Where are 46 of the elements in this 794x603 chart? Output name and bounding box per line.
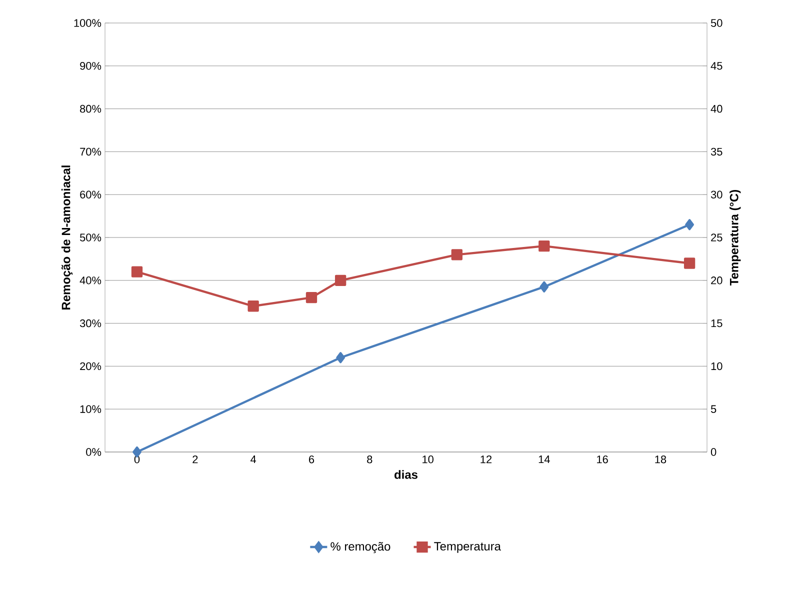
y-tick-label: 20% xyxy=(80,362,102,370)
legend-label: Temperatura xyxy=(434,542,501,553)
x-tick-label: 2 xyxy=(192,456,198,464)
point xyxy=(540,281,549,292)
y-tick-label: 90% xyxy=(80,62,102,70)
x-tick-label: 12 xyxy=(480,456,492,464)
y2-tick-label: 40 xyxy=(710,104,722,113)
y-tick-label: 40% xyxy=(80,276,102,284)
point xyxy=(306,292,318,304)
y2-tick-label: 5 xyxy=(710,405,716,413)
y-axis-title: Remoção de N-amoniacal xyxy=(61,166,73,310)
x-tick-label: 16 xyxy=(597,456,608,464)
y-tick-label: 50% xyxy=(80,234,102,242)
x-tick-label: 8 xyxy=(367,456,372,464)
y2-tick-label: 20 xyxy=(711,276,722,284)
y2-tick-label: 15 xyxy=(711,319,722,328)
y2-tick-label: 45 xyxy=(710,62,722,70)
x-tick-label: 18 xyxy=(655,456,666,464)
y2-tick-label: 0 xyxy=(710,448,716,456)
legend-label: % remoção xyxy=(330,542,390,554)
point xyxy=(538,240,550,252)
point xyxy=(451,249,462,260)
y-tick-label: 30% xyxy=(80,319,102,328)
y2-tick-label: 30 xyxy=(710,190,722,198)
x-axis-title: dias xyxy=(394,470,418,479)
point xyxy=(336,352,346,364)
point xyxy=(684,258,696,269)
y-tick-label: 10% xyxy=(80,405,102,413)
point xyxy=(685,219,694,230)
x-tick-label: 10 xyxy=(422,456,434,464)
point xyxy=(248,300,259,312)
point xyxy=(131,266,143,278)
x-tick-label: 14 xyxy=(538,456,550,464)
y-tick-label: 100% xyxy=(74,19,102,27)
point xyxy=(334,274,346,286)
y2-tick-label: 50 xyxy=(710,19,722,27)
y2-axis-title: Temperatura (°C) xyxy=(730,190,741,286)
y2-tick-label: 10 xyxy=(711,362,722,370)
x-tick-label: 6 xyxy=(309,456,314,464)
y-tick-label: 60% xyxy=(80,190,102,198)
y-tick-label: 70% xyxy=(80,148,102,156)
x-tick-label: 4 xyxy=(250,456,256,464)
y2-tick-label: 35 xyxy=(710,148,722,156)
y-tick-label: 0% xyxy=(86,448,102,456)
y-tick-label: 80% xyxy=(80,104,102,113)
y2-tick-label: 25 xyxy=(711,234,722,242)
